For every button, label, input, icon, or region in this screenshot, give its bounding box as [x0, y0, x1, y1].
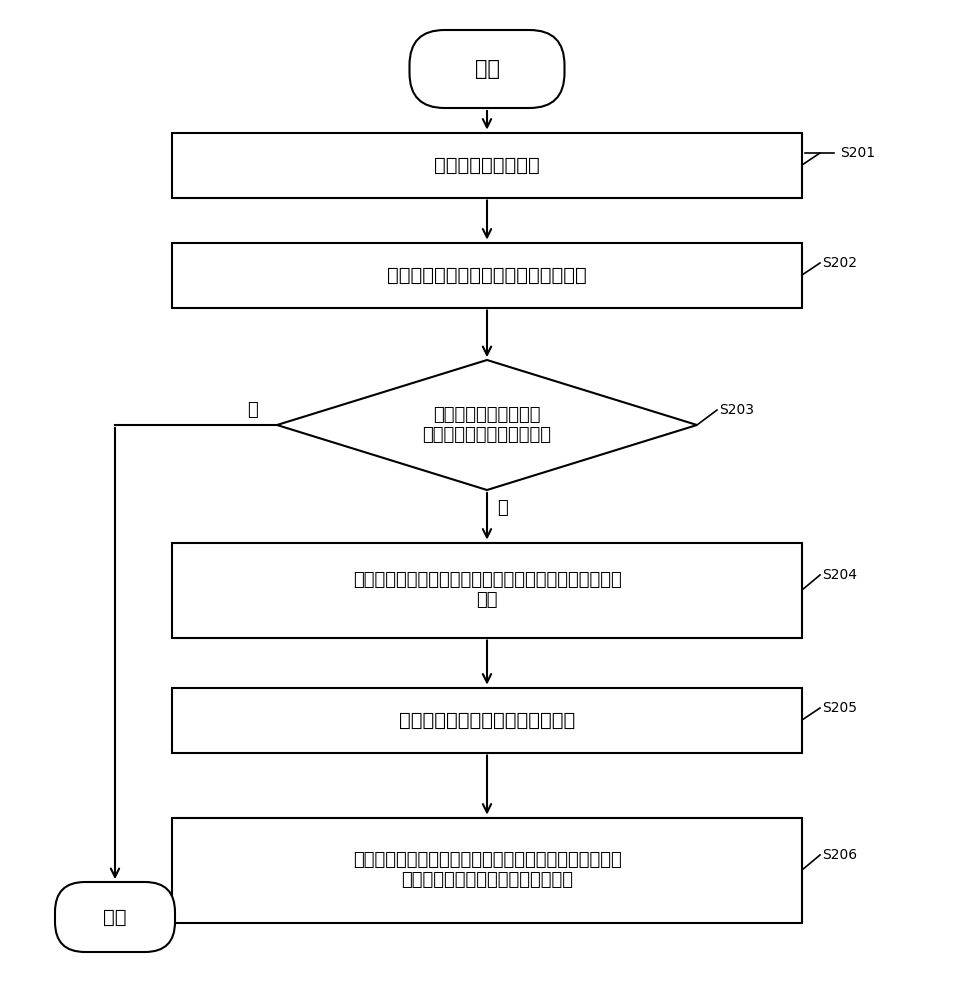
Text: S203: S203: [719, 403, 754, 417]
Text: S201: S201: [840, 146, 876, 160]
Bar: [172, 242, 802, 308]
Text: 当接收到针对可执行项中的目标可执行项的执行指令时，
响应该执行指令，执行目标可执行项: 当接收到针对可执行项中的目标可执行项的执行指令时， 响应该执行指令，执行目标可执…: [353, 851, 621, 889]
Text: S206: S206: [822, 848, 857, 862]
Text: 是: 是: [496, 499, 507, 517]
Bar: [172, 132, 802, 198]
Text: 判断生物特征信息是否
与预设生物特征信息相匹配: 判断生物特征信息是否 与预设生物特征信息相匹配: [422, 406, 552, 444]
Text: S202: S202: [822, 256, 857, 270]
Text: 否: 否: [247, 401, 257, 419]
Bar: [172, 818, 802, 922]
FancyBboxPatch shape: [410, 30, 565, 108]
Polygon shape: [277, 360, 697, 490]
Text: 从访问权限映射表中获取与预设生物特征信息对应的访问
权限: 从访问权限映射表中获取与预设生物特征信息对应的访问 权限: [353, 571, 621, 609]
Text: 检测针对用户终端输入的生物特征信息: 检测针对用户终端输入的生物特征信息: [387, 265, 587, 284]
FancyBboxPatch shape: [55, 882, 175, 952]
Bar: [172, 688, 802, 752]
Bar: [172, 542, 802, 638]
Text: 确定与该访问权限对应的可执行项: 确定与该访问权限对应的可执行项: [399, 710, 575, 730]
Text: 开始: 开始: [475, 59, 499, 79]
Text: S204: S204: [822, 568, 857, 582]
Text: 结束: 结束: [103, 908, 127, 926]
Text: 建立访问权限映射表: 建立访问权限映射表: [434, 155, 540, 174]
Text: S205: S205: [822, 701, 857, 715]
